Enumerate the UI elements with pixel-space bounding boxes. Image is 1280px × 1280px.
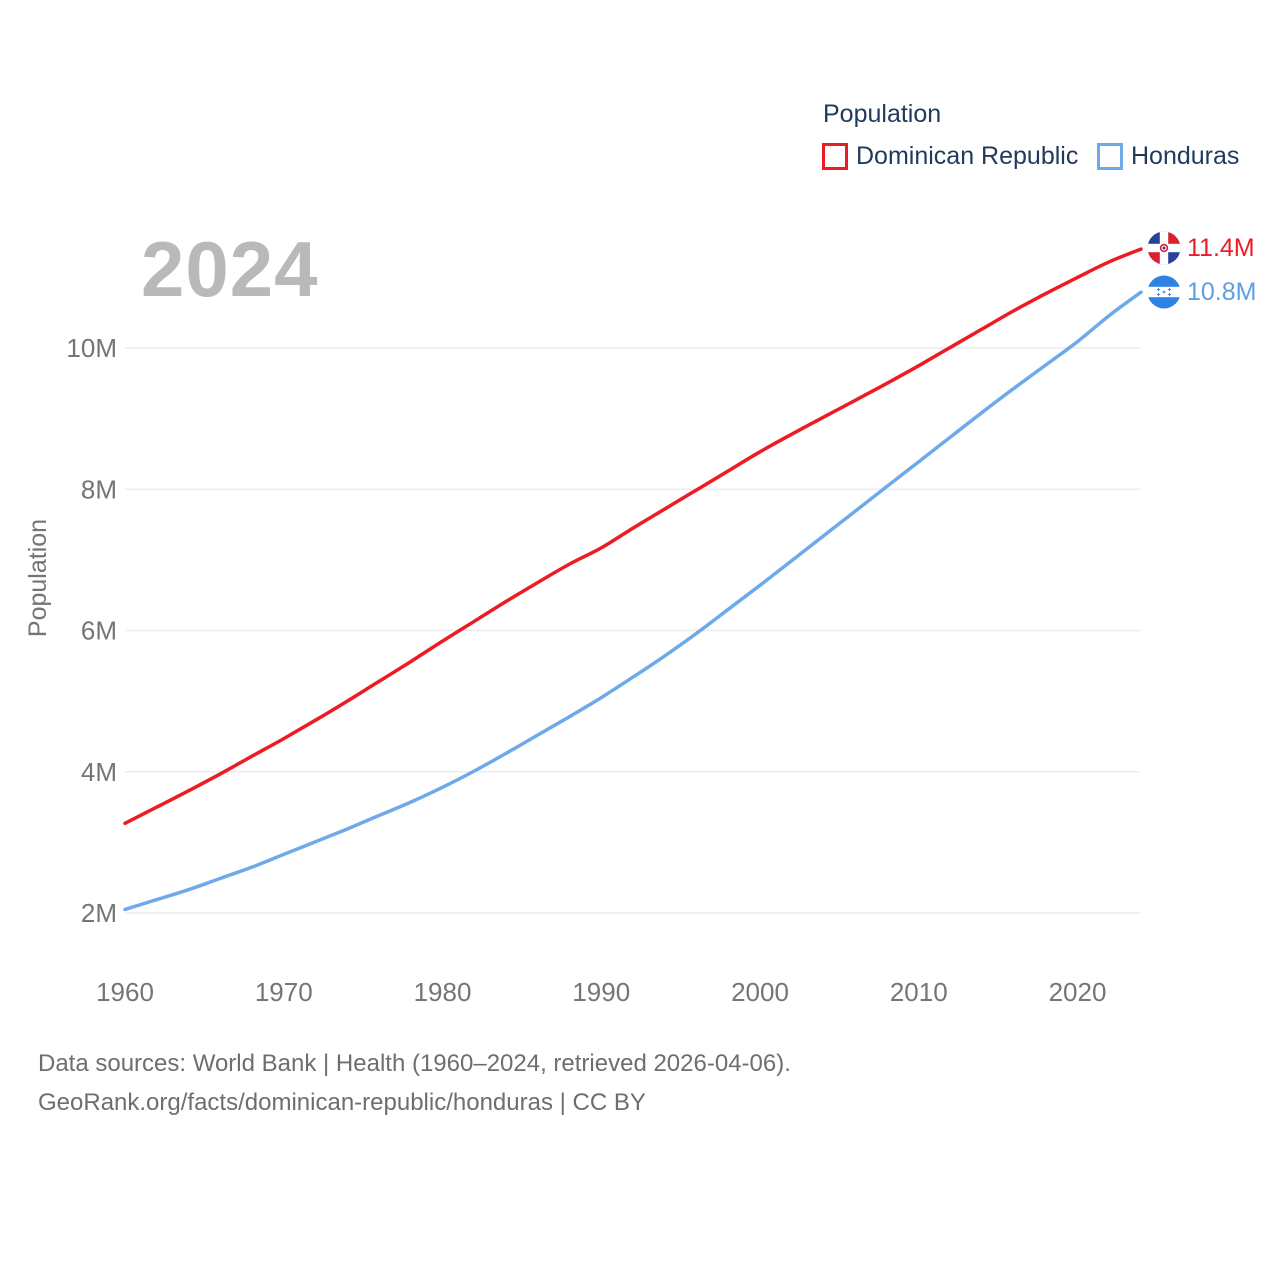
series-end-label-dominican-republic: 11.4M <box>1147 231 1255 265</box>
series-line-honduras[interactable] <box>123 290 1143 912</box>
y-tick-label: 2M <box>81 898 117 928</box>
x-tick-label: 2010 <box>890 977 948 1007</box>
legend-swatch-dominican-republic <box>822 143 848 170</box>
x-tick-label: 1970 <box>255 977 313 1007</box>
x-tick-label: 1980 <box>414 977 472 1007</box>
y-tick-label: 4M <box>81 757 117 787</box>
legend-label: Dominican Republic <box>856 142 1079 170</box>
x-tick-label: 1990 <box>572 977 630 1007</box>
footer: Data sources: World Bank | Health (1960–… <box>38 1044 791 1122</box>
footer-attribution: GeoRank.org/facts/dominican-republic/hon… <box>38 1089 646 1116</box>
end-value: 10.8M <box>1187 277 1257 306</box>
y-axis-title: Population <box>24 519 52 637</box>
honduras-flag-icon <box>1147 275 1181 309</box>
year-watermark: 2024 <box>141 225 319 313</box>
y-tick-label: 10M <box>66 333 117 363</box>
legend-label: Honduras <box>1131 142 1240 170</box>
legend-item-dominican-republic[interactable]: Dominican Republic <box>822 142 1078 171</box>
series-end-label-honduras: 10.8M <box>1147 275 1256 309</box>
legend-swatch-honduras <box>1097 143 1123 170</box>
x-tick-label: 1960 <box>96 977 154 1007</box>
y-tick-label: 6M <box>81 616 117 646</box>
end-value: 11.4M <box>1187 233 1255 262</box>
x-tick-label: 2000 <box>731 977 789 1007</box>
legend-item-honduras[interactable]: Honduras <box>1097 142 1239 171</box>
dominican-republic-flag-icon <box>1147 231 1181 265</box>
footer-data-sources: Data sources: World Bank | Health (1960–… <box>38 1050 791 1077</box>
y-tick-label: 8M <box>81 474 117 504</box>
legend-title: Population <box>823 100 942 128</box>
x-tick-label: 2020 <box>1049 977 1107 1007</box>
series-line-dominican-republic[interactable] <box>123 247 1143 826</box>
